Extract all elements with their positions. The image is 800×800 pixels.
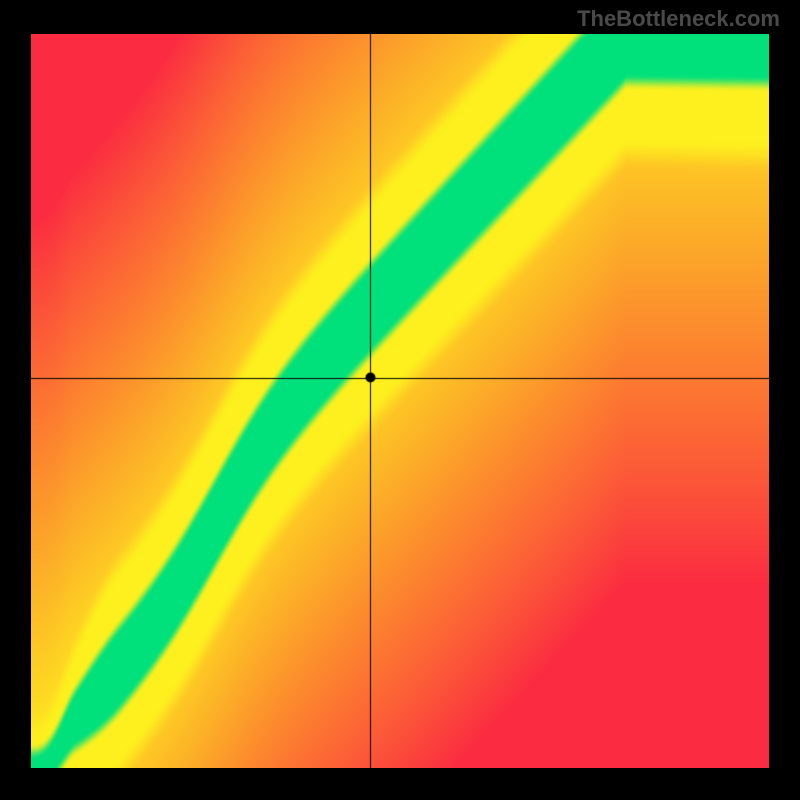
overlay-canvas [31, 34, 769, 768]
watermark-text: TheBottleneck.com [577, 6, 780, 32]
chart-container: TheBottleneck.com [0, 0, 800, 800]
